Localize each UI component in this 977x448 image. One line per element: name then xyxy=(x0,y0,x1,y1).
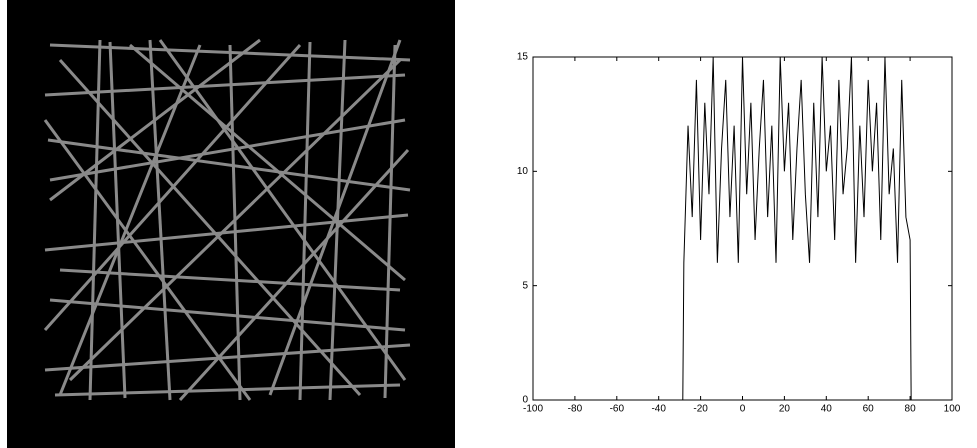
x-tick-label: -40 xyxy=(651,404,666,415)
x-tick-label: 60 xyxy=(863,404,875,415)
x-tick-label: 80 xyxy=(905,404,917,415)
x-tick-label: 20 xyxy=(779,404,791,415)
plot-frame xyxy=(532,56,953,401)
y-tick-label: 10 xyxy=(517,166,529,177)
x-tick-label: 0 xyxy=(740,404,746,415)
y-tick-label: 0 xyxy=(522,395,528,406)
y-tick-label: 5 xyxy=(522,280,528,291)
x-tick-label: 40 xyxy=(821,404,833,415)
y-tick-label: 15 xyxy=(517,52,529,63)
x-tick-label: -100 xyxy=(523,404,543,415)
x-tick-label: -60 xyxy=(610,404,625,415)
x-tick-label: -20 xyxy=(693,404,708,415)
fiber-image xyxy=(43,38,411,402)
data-line xyxy=(682,56,912,401)
x-tick-label: 100 xyxy=(944,404,961,415)
x-tick-label: -80 xyxy=(568,404,583,415)
